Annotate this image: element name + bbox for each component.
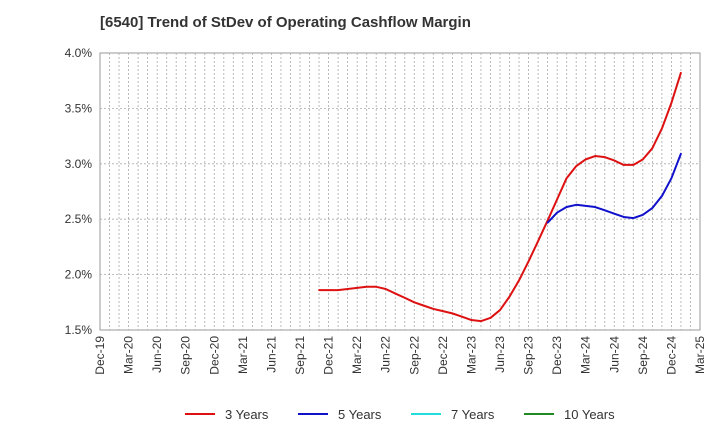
x-tick-label: Dec-21 (322, 336, 336, 375)
x-tick-label: Sep-23 (522, 336, 536, 375)
series-line-3-years (318, 71, 682, 323)
x-tick-label: Jun-20 (150, 336, 164, 373)
y-tick-label: 3.5% (65, 101, 93, 115)
x-tick-label: Dec-23 (550, 336, 564, 375)
x-tick-label: Sep-20 (179, 336, 193, 375)
legend-label: 7 Years (451, 407, 495, 422)
x-tick-label: Sep-22 (407, 336, 421, 375)
x-tick-label: Mar-23 (464, 336, 478, 374)
x-tick-label: Sep-24 (636, 336, 650, 375)
plot-area (99, 52, 701, 331)
chart-title: [6540] Trend of StDev of Operating Cashf… (100, 14, 471, 31)
x-tick-label: Dec-24 (664, 336, 678, 375)
legend-label: 10 Years (564, 407, 615, 422)
grid-layer (100, 53, 700, 330)
x-tick-label: Mar-22 (350, 336, 364, 374)
series-line-5-years (546, 152, 682, 224)
x-tick-label: Dec-20 (207, 336, 221, 375)
x-tick-label: Dec-19 (93, 336, 107, 375)
x-tick-label: Sep-21 (293, 336, 307, 375)
y-tick-label: 2.5% (65, 212, 93, 226)
x-tick-label: Jun-22 (379, 336, 393, 373)
x-tick-label: Mar-25 (693, 336, 707, 374)
legend-label: 5 Years (338, 407, 382, 422)
series-layer (318, 71, 682, 323)
x-tick-label: Jun-24 (607, 336, 621, 373)
x-tick-label: Dec-22 (436, 336, 450, 375)
x-tick-label: Jun-21 (264, 336, 278, 373)
y-tick-label: 3.0% (65, 157, 93, 171)
x-tick-label: Mar-21 (236, 336, 250, 374)
y-tick-layer: 1.5% 2.0% 2.5% 3.0% 3.5% 4.0% (65, 46, 93, 337)
y-tick-label: 4.0% (65, 46, 93, 60)
legend-label: 3 Years (225, 407, 269, 422)
legend: 3 Years 5 Years 7 Years 10 Years (185, 407, 615, 422)
y-tick-label: 2.0% (65, 268, 93, 282)
x-tick-label: Mar-20 (122, 336, 136, 374)
x-tick-label: Mar-24 (579, 336, 593, 374)
x-tick-label: Jun-23 (493, 336, 507, 373)
x-tick-layer: Dec-19 Mar-20 Jun-20 Sep-20 Dec-20 Mar-21 Jun-… (93, 336, 707, 375)
y-tick-label: 1.5% (65, 323, 93, 337)
